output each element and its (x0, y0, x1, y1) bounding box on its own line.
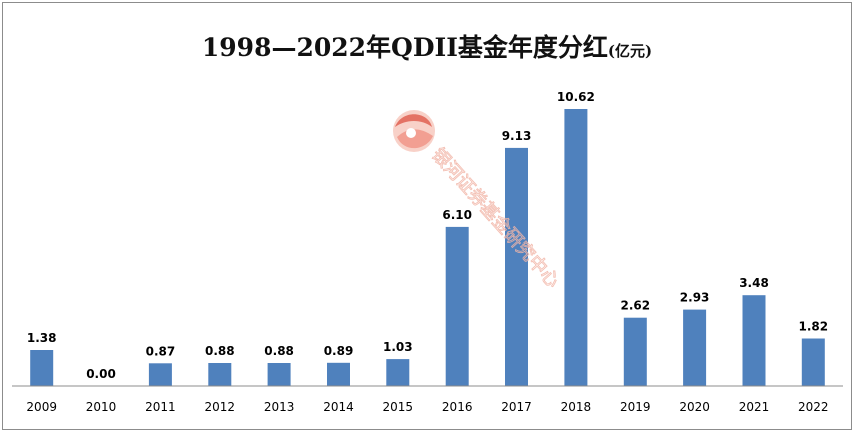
x-tick-label-2019: 2019 (620, 400, 651, 414)
x-tick-label-2017: 2017 (501, 400, 532, 414)
x-tick-label-2022: 2022 (798, 400, 829, 414)
value-label-2022: 1.82 (798, 320, 828, 334)
bar-2011 (148, 363, 172, 386)
bar-2022 (801, 338, 825, 386)
x-tick-label-2021: 2021 (739, 400, 770, 414)
value-label-2018: 10.62 (557, 90, 595, 104)
value-label-2020: 2.93 (680, 291, 710, 305)
bar-2017 (505, 147, 528, 386)
bar-2021 (742, 295, 766, 386)
x-tick-label-2013: 2013 (264, 400, 295, 414)
x-tick-labels-group: 2009 2010 2011 2012 2013 2014 2015 2016 2017 2018… (26, 400, 828, 414)
bar-chart: 1998—2022年QDII基金年度分红(亿元) 1.38 0.00 0.87 0.8… (12, 33, 843, 414)
bar-2020 (683, 309, 707, 386)
x-tick-label-2009: 2009 (26, 400, 57, 414)
x-tick-label-2018: 2018 (561, 400, 592, 414)
value-label-2016: 6.10 (442, 208, 472, 222)
x-tick-label-2015: 2015 (383, 400, 414, 414)
bar-2012 (208, 363, 232, 386)
chart-title-unit: (亿元) (608, 42, 652, 60)
value-labels-group: 1.38 0.00 0.87 0.88 0.88 0.89 1.03 6.10 9.13 10.6… (27, 90, 828, 381)
value-label-2013: 0.88 (264, 344, 294, 358)
value-label-2014: 0.89 (324, 344, 354, 358)
bar-2013 (267, 363, 291, 386)
bar-2018 (564, 109, 588, 386)
value-label-2009: 1.38 (27, 331, 57, 345)
value-label-2019: 2.62 (620, 299, 650, 313)
chart-frame: 1998—2022年QDII基金年度分红(亿元) 1.38 0.00 0.87 0.8… (2, 2, 852, 430)
value-label-2021: 3.48 (739, 276, 769, 290)
value-label-2011: 0.87 (146, 344, 176, 358)
galaxy-securities-logo-icon (393, 110, 435, 152)
bar-2009 (30, 350, 54, 386)
chart-title-main: 1998—2022年QDII基金年度分红 (202, 33, 608, 62)
x-tick-label-2014: 2014 (323, 400, 354, 414)
x-tick-label-2010: 2010 (86, 400, 117, 414)
bar-2014 (327, 362, 350, 386)
bar-2015 (386, 359, 410, 386)
bar-2019 (623, 317, 647, 386)
bar-2016 (445, 226, 469, 386)
chart-title: 1998—2022年QDII基金年度分红(亿元) (202, 33, 652, 62)
x-tick-label-2012: 2012 (205, 400, 236, 414)
value-label-2012: 0.88 (205, 344, 235, 358)
value-label-2010: 0.00 (86, 367, 116, 381)
bars-group (30, 109, 825, 386)
value-label-2015: 1.03 (383, 340, 413, 354)
x-tick-label-2016: 2016 (442, 400, 473, 414)
x-tick-label-2011: 2011 (145, 400, 176, 414)
watermark: 银河证券基金研究中心 (393, 110, 564, 293)
x-tick-label-2020: 2020 (679, 400, 710, 414)
value-label-2017: 9.13 (502, 129, 532, 143)
